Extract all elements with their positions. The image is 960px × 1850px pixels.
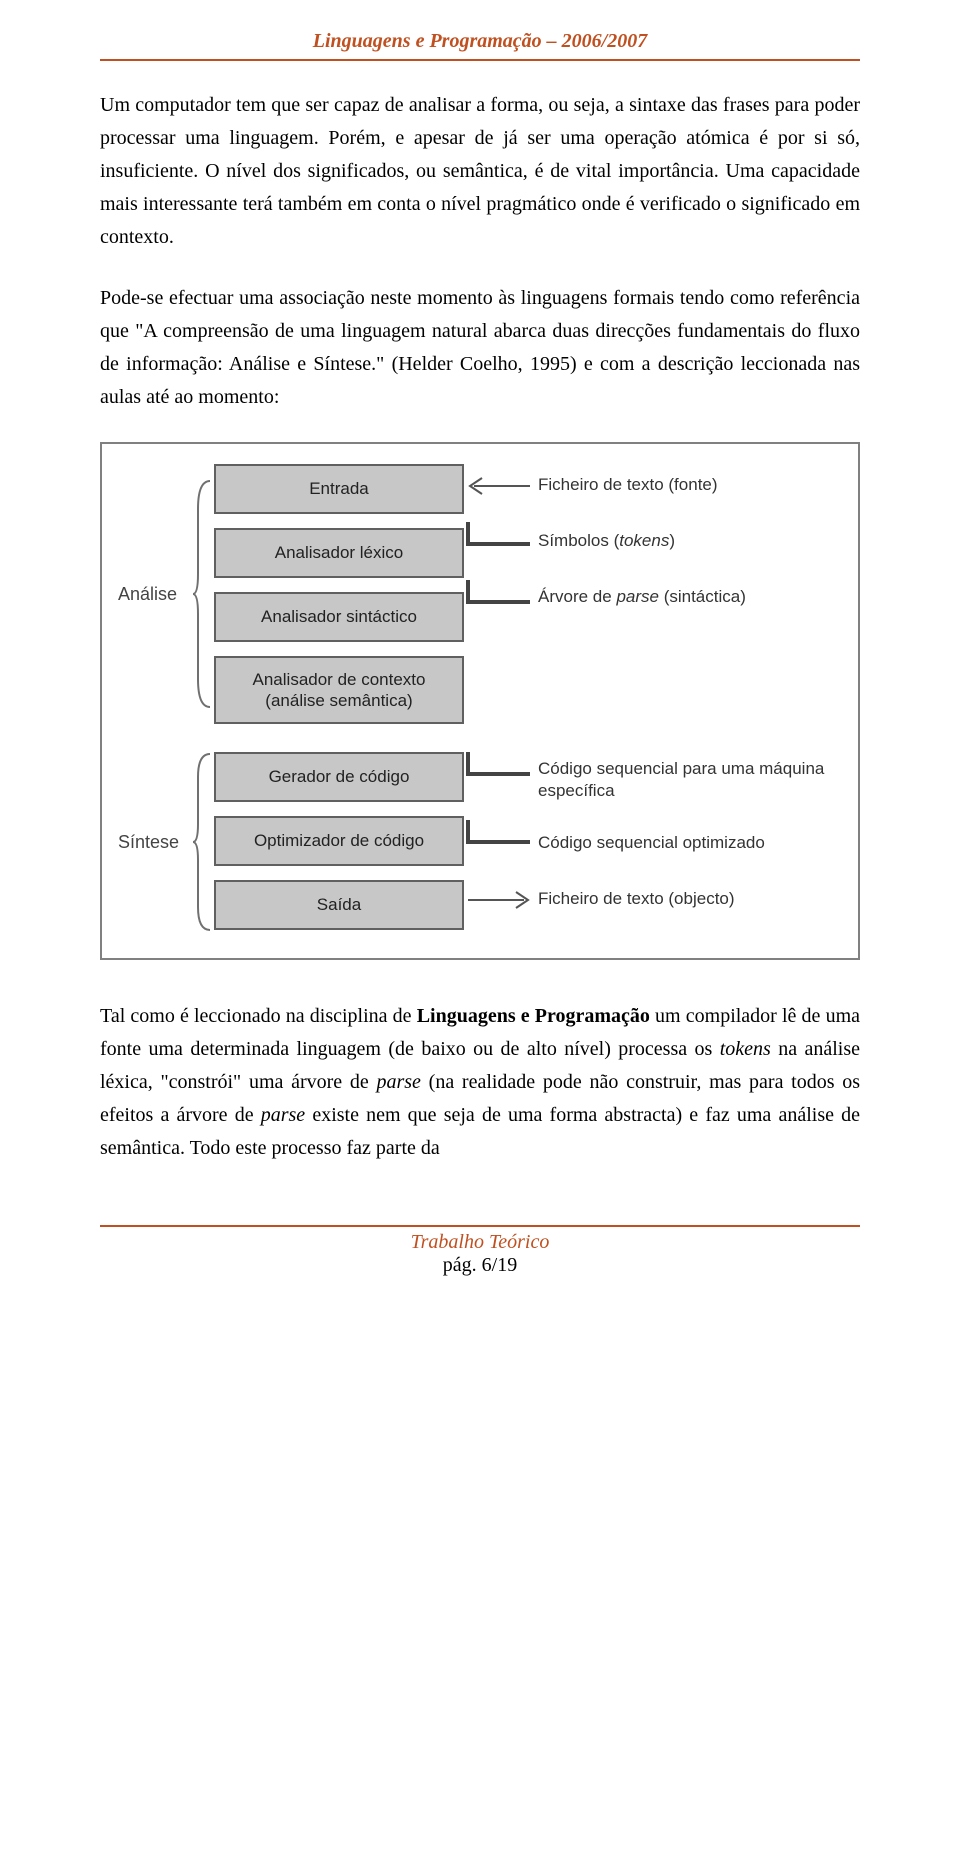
connector-icon	[464, 638, 534, 698]
connector-icon	[464, 752, 534, 806]
arrow-icon	[464, 878, 534, 922]
box-entrada: Entrada	[214, 464, 464, 514]
section-label-sintese: Síntese	[118, 752, 192, 932]
page-footer: Trabalho Teórico pág. 6/19	[100, 1225, 860, 1277]
footer-title: Trabalho Teórico	[100, 1231, 860, 1254]
output-tokens: Símbolos (tokens)	[534, 520, 842, 562]
output-codigo-optimizado: Código sequencial optimizado	[534, 822, 842, 864]
output-parse-tree: Árvore de parse (sintáctica)	[534, 576, 842, 618]
page-header: Linguagens e Programação – 2006/2007	[100, 30, 860, 61]
output-fonte: Ficheiro de texto (fonte)	[534, 464, 842, 506]
section-label-analise: Análise	[118, 464, 192, 724]
paragraph-1: Um computador tem que ser capaz de anali…	[100, 89, 860, 254]
box-saida: Saída	[214, 880, 464, 930]
paragraph-3: Tal como é leccionado na disciplina de L…	[100, 1000, 860, 1165]
connector-icon	[464, 522, 534, 566]
compiler-diagram: Análise Entrada Analisador léxico Analis…	[100, 442, 860, 960]
box-optimizador: Optimizador de código	[214, 816, 464, 866]
output-objecto: Ficheiro de texto (objecto)	[534, 878, 842, 920]
box-analisador-contexto: Analisador de contexto (análise semântic…	[214, 656, 464, 724]
arrow-icon	[464, 464, 534, 508]
brace-icon	[192, 752, 214, 932]
diagram-section-analise: Análise Entrada Analisador léxico Analis…	[118, 464, 842, 724]
output-empty	[534, 632, 842, 688]
output-codigo-maquina: Código sequencial para uma máquina espec…	[534, 752, 842, 808]
diagram-section-sintese: Síntese Gerador de código Optimizador de…	[118, 752, 842, 932]
box-gerador-codigo: Gerador de código	[214, 752, 464, 802]
brace-icon	[192, 464, 214, 724]
footer-page-number: pág. 6/19	[100, 1254, 860, 1277]
paragraph-2: Pode-se efectuar uma associação neste mo…	[100, 282, 860, 414]
box-analisador-lexico: Analisador léxico	[214, 528, 464, 578]
connector-icon	[464, 580, 534, 624]
connector-icon	[464, 820, 534, 864]
box-analisador-sintactico: Analisador sintáctico	[214, 592, 464, 642]
